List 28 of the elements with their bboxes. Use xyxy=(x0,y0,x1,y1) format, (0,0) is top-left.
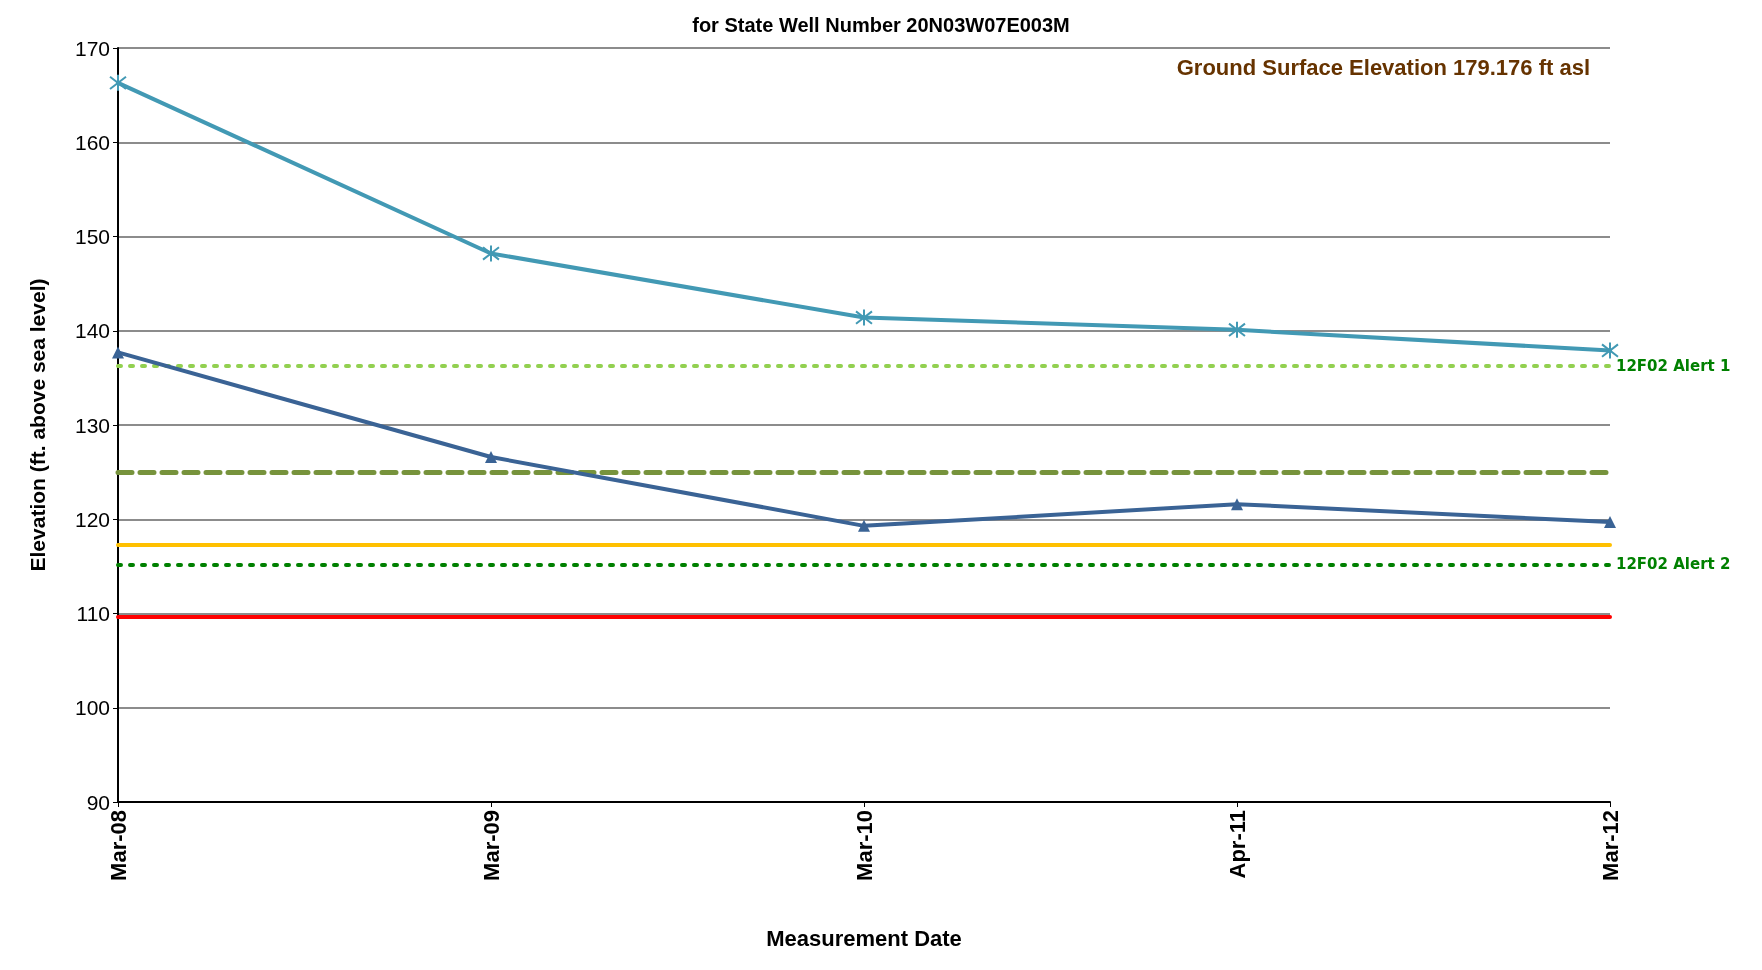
ref-line-label: 12F02 Alert 2 xyxy=(1616,555,1731,574)
x-axis-title: Measurement Date xyxy=(766,925,962,951)
y-tick-label: 110 xyxy=(76,602,110,625)
point xyxy=(855,308,873,327)
y-tick-label: 150 xyxy=(74,225,110,248)
x-tick-label: Mar-12 xyxy=(1597,810,1623,881)
ref-line-label: 12F02 Alert 1 xyxy=(1616,356,1731,375)
chart-title: for State Well Number 20N03W07E003M xyxy=(692,14,1070,36)
y-tick-label: 160 xyxy=(74,130,110,154)
point xyxy=(1604,516,1616,529)
y-axis-title: Elevation (ft. above sea level) xyxy=(26,278,49,572)
point xyxy=(1228,320,1246,339)
x-tick-label: Apr-11 xyxy=(1224,810,1250,879)
y-tick-label: 120 xyxy=(74,507,110,531)
point xyxy=(482,244,500,263)
y-tick-label: 100 xyxy=(74,696,110,720)
y-tick-label: 170 xyxy=(74,36,110,60)
point xyxy=(1231,498,1243,511)
point xyxy=(485,451,497,464)
x-tick-label: Mar-09 xyxy=(478,810,504,881)
point xyxy=(858,519,870,532)
y-tick-label: 130 xyxy=(74,413,110,437)
annotation: Ground Surface Elevation 179.176 ft asl xyxy=(1176,54,1590,80)
y-tick-label: 140 xyxy=(74,319,110,343)
x-tick-label: Mar-10 xyxy=(851,810,877,881)
point xyxy=(109,73,127,92)
point xyxy=(1601,341,1619,360)
point xyxy=(112,346,124,359)
